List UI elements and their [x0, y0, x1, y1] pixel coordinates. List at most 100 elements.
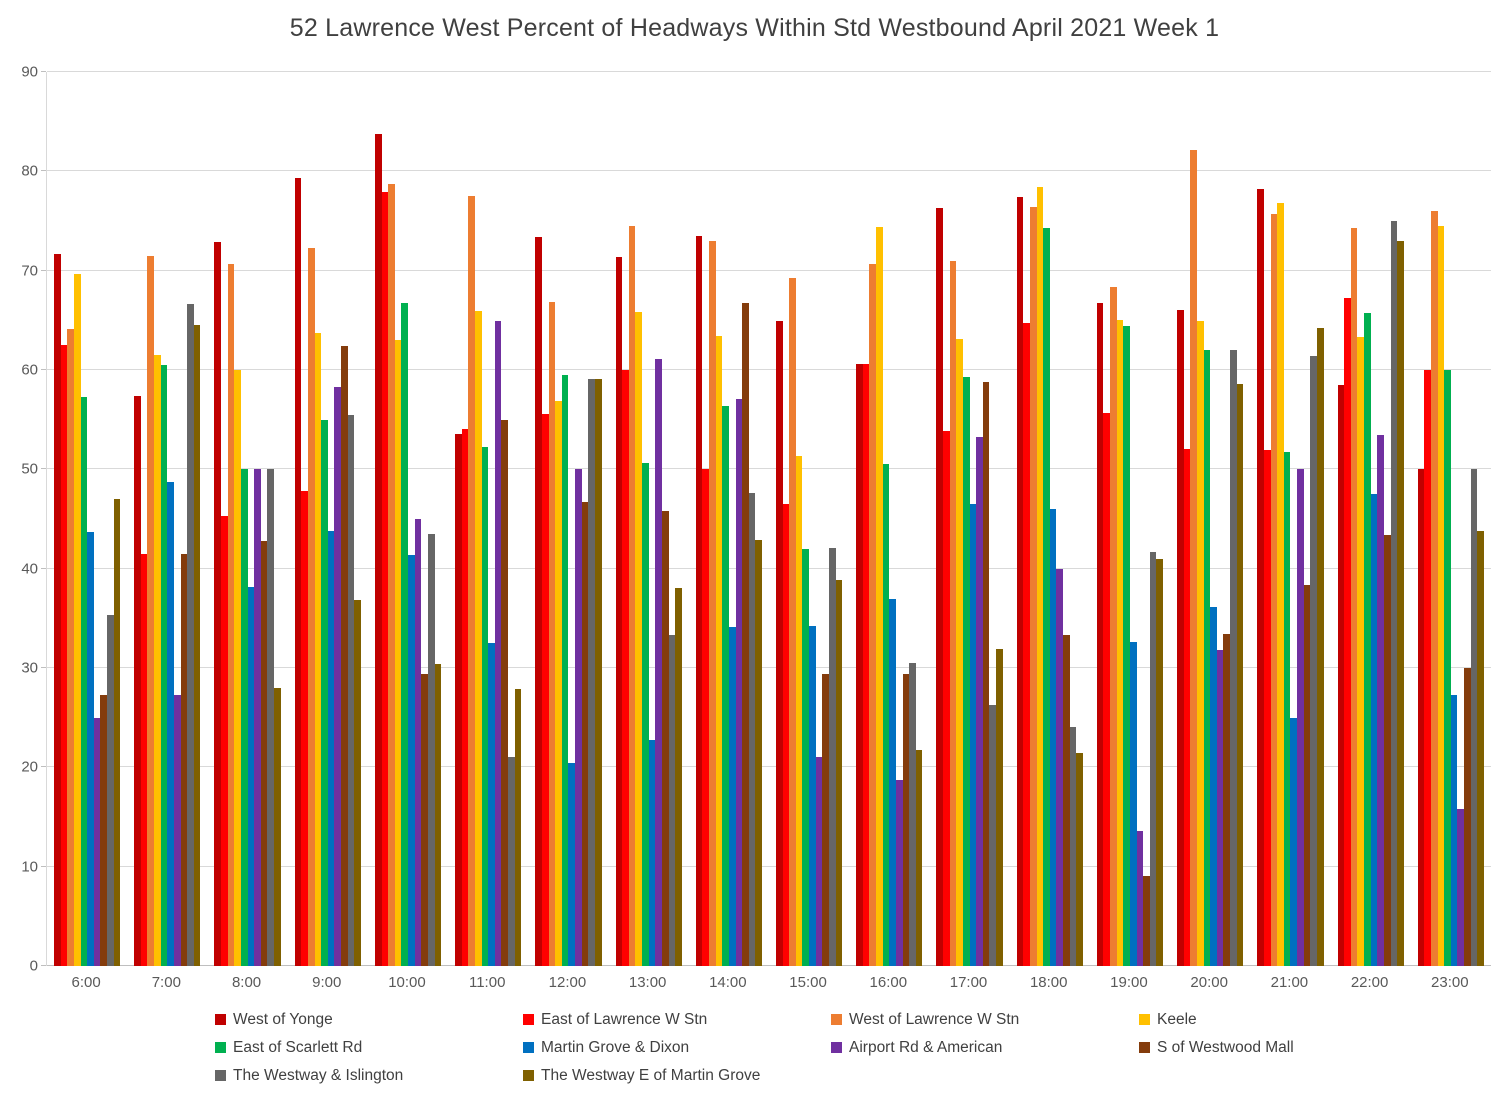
plot-area [41, 71, 1491, 966]
x-tick-label: 13:00 [628, 974, 667, 991]
bar [1277, 203, 1284, 966]
bar [675, 587, 682, 966]
bar [1364, 313, 1371, 966]
bar [709, 240, 716, 966]
gridline [47, 269, 1491, 271]
bar [180, 553, 188, 966]
bar [1223, 634, 1231, 966]
bar [1290, 717, 1298, 966]
bar [67, 329, 74, 966]
x-tick-label: 15:00 [789, 974, 827, 991]
bar-group-700 [127, 72, 207, 966]
bar-group-2000 [1170, 72, 1250, 966]
y-axis-tick [41, 468, 46, 470]
bar [936, 208, 944, 966]
bar [969, 504, 977, 966]
bar [594, 378, 602, 966]
bar [588, 378, 595, 966]
bar [1136, 830, 1144, 966]
bar-groups [47, 72, 1491, 966]
legend-marker-icon [1139, 1042, 1150, 1053]
gridline [47, 865, 1491, 867]
bar [354, 600, 361, 966]
bar [1116, 320, 1124, 966]
bar [167, 482, 174, 966]
bar [1203, 350, 1211, 966]
bar [274, 687, 281, 966]
bar-group-1800 [1010, 72, 1090, 966]
bar [1263, 450, 1271, 966]
bar [943, 430, 950, 966]
bar [1190, 150, 1197, 966]
bar [889, 599, 896, 966]
bar [193, 325, 201, 966]
bar [915, 750, 923, 966]
bar [1357, 337, 1364, 966]
y-axis-tick [41, 667, 46, 669]
bar [327, 530, 335, 966]
legend-marker-icon [215, 1014, 226, 1025]
bar [1216, 650, 1224, 966]
bar [815, 757, 823, 966]
bar [1424, 370, 1431, 966]
x-tick-label: 20:00 [1190, 974, 1228, 991]
bar [962, 376, 970, 966]
bar [1183, 449, 1191, 966]
bar [1344, 298, 1351, 966]
bar [321, 419, 328, 966]
bar [1390, 221, 1398, 966]
x-axis: 6:00 7:00 8:00 9:00 10:00 11:00 12:00 13:00 14:0… [46, 974, 1490, 991]
bar-group-2200 [1331, 72, 1411, 966]
bar [54, 253, 61, 966]
bar [93, 717, 101, 966]
bar [1023, 323, 1030, 966]
legend-marker-icon [523, 1042, 534, 1053]
y-axis: 0 10 20 30 40 50 60 70 80 90 [0, 64, 38, 975]
bar [648, 739, 656, 966]
bar [347, 414, 355, 966]
bar-group-900 [288, 72, 368, 966]
y-axis-tick [41, 269, 46, 271]
y-tick-label: 40 [21, 560, 38, 578]
legend-label: West of Lawrence W Stn [849, 1010, 1020, 1028]
bar [514, 688, 522, 966]
bar [427, 533, 435, 966]
bar [1103, 412, 1111, 966]
bar [869, 263, 877, 966]
legend-item: West of Lawrence W Stn [831, 1010, 1139, 1029]
legend: West of Yonge East of Lawrence W Stn West … [215, 1010, 1447, 1085]
bar [702, 469, 709, 966]
bar [1444, 370, 1451, 966]
y-tick-label: 60 [21, 361, 38, 379]
x-tick-label: 8:00 [231, 974, 262, 991]
gridline [47, 667, 1491, 669]
bar [1350, 227, 1358, 966]
bar [1096, 303, 1104, 966]
bar [568, 763, 576, 966]
bar [1457, 809, 1465, 966]
legend-label: East of Scarlett Rd [233, 1038, 363, 1056]
bar [742, 303, 749, 966]
bar [635, 312, 643, 966]
bar [668, 635, 676, 966]
y-tick-label: 70 [21, 262, 38, 280]
bar [862, 364, 870, 966]
bar [1210, 607, 1217, 966]
x-tick-label: 12:00 [548, 974, 587, 991]
bar [1123, 326, 1130, 966]
bar [1397, 240, 1404, 966]
bar [154, 355, 161, 966]
gridline [47, 567, 1491, 569]
bar [661, 511, 669, 966]
legend-label: Martin Grove & Dixon [541, 1038, 690, 1056]
gridline [47, 468, 1491, 470]
gridline [47, 170, 1491, 172]
y-tick-label: 90 [21, 63, 38, 81]
bar [227, 263, 235, 966]
legend-label: Keele [1157, 1010, 1197, 1028]
bar [949, 260, 957, 966]
bar-group-1000 [368, 72, 448, 966]
bar [160, 365, 168, 966]
bar [221, 516, 228, 966]
bar [548, 302, 556, 966]
